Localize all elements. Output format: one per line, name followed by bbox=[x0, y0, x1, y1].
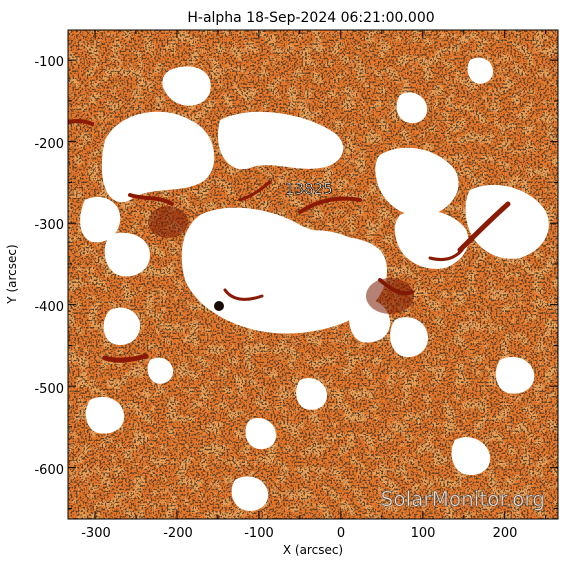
plot-frame bbox=[67, 29, 559, 520]
y-tick-label: -300 bbox=[34, 218, 64, 233]
y-tick-labels: -100 -200 -300 -400 -500 -600 bbox=[34, 55, 64, 478]
x-tick-label: -200 bbox=[163, 526, 193, 541]
sunspot bbox=[214, 301, 224, 311]
x-tick-label: 200 bbox=[493, 526, 518, 541]
y-tick-label: -600 bbox=[34, 463, 64, 478]
y-tick-label: -400 bbox=[34, 300, 64, 315]
x-tick-labels: -300 -200 -100 0 100 200 bbox=[81, 526, 517, 541]
solar-image bbox=[68, 30, 558, 519]
active-region-core bbox=[148, 206, 414, 314]
x-axis-label: X (arcsec) bbox=[283, 543, 343, 557]
x-tick-label: 100 bbox=[411, 526, 436, 541]
tick-marks bbox=[68, 30, 558, 519]
x-tick-label: -100 bbox=[244, 526, 274, 541]
x-tick-label: -300 bbox=[81, 526, 111, 541]
y-tick-label: -200 bbox=[34, 137, 64, 152]
x-tick-label: 0 bbox=[337, 526, 345, 541]
y-axis-label: Y (arcsec) bbox=[5, 244, 19, 304]
region-number-label: 13825 bbox=[285, 180, 333, 198]
figure-title: H-alpha 18-Sep-2024 06:21:00.000 bbox=[187, 10, 434, 26]
plage-regions bbox=[80, 57, 549, 512]
y-tick-label: -500 bbox=[34, 382, 64, 397]
y-tick-label: -100 bbox=[34, 55, 64, 70]
watermark: SolarMonitor.org bbox=[381, 487, 545, 511]
